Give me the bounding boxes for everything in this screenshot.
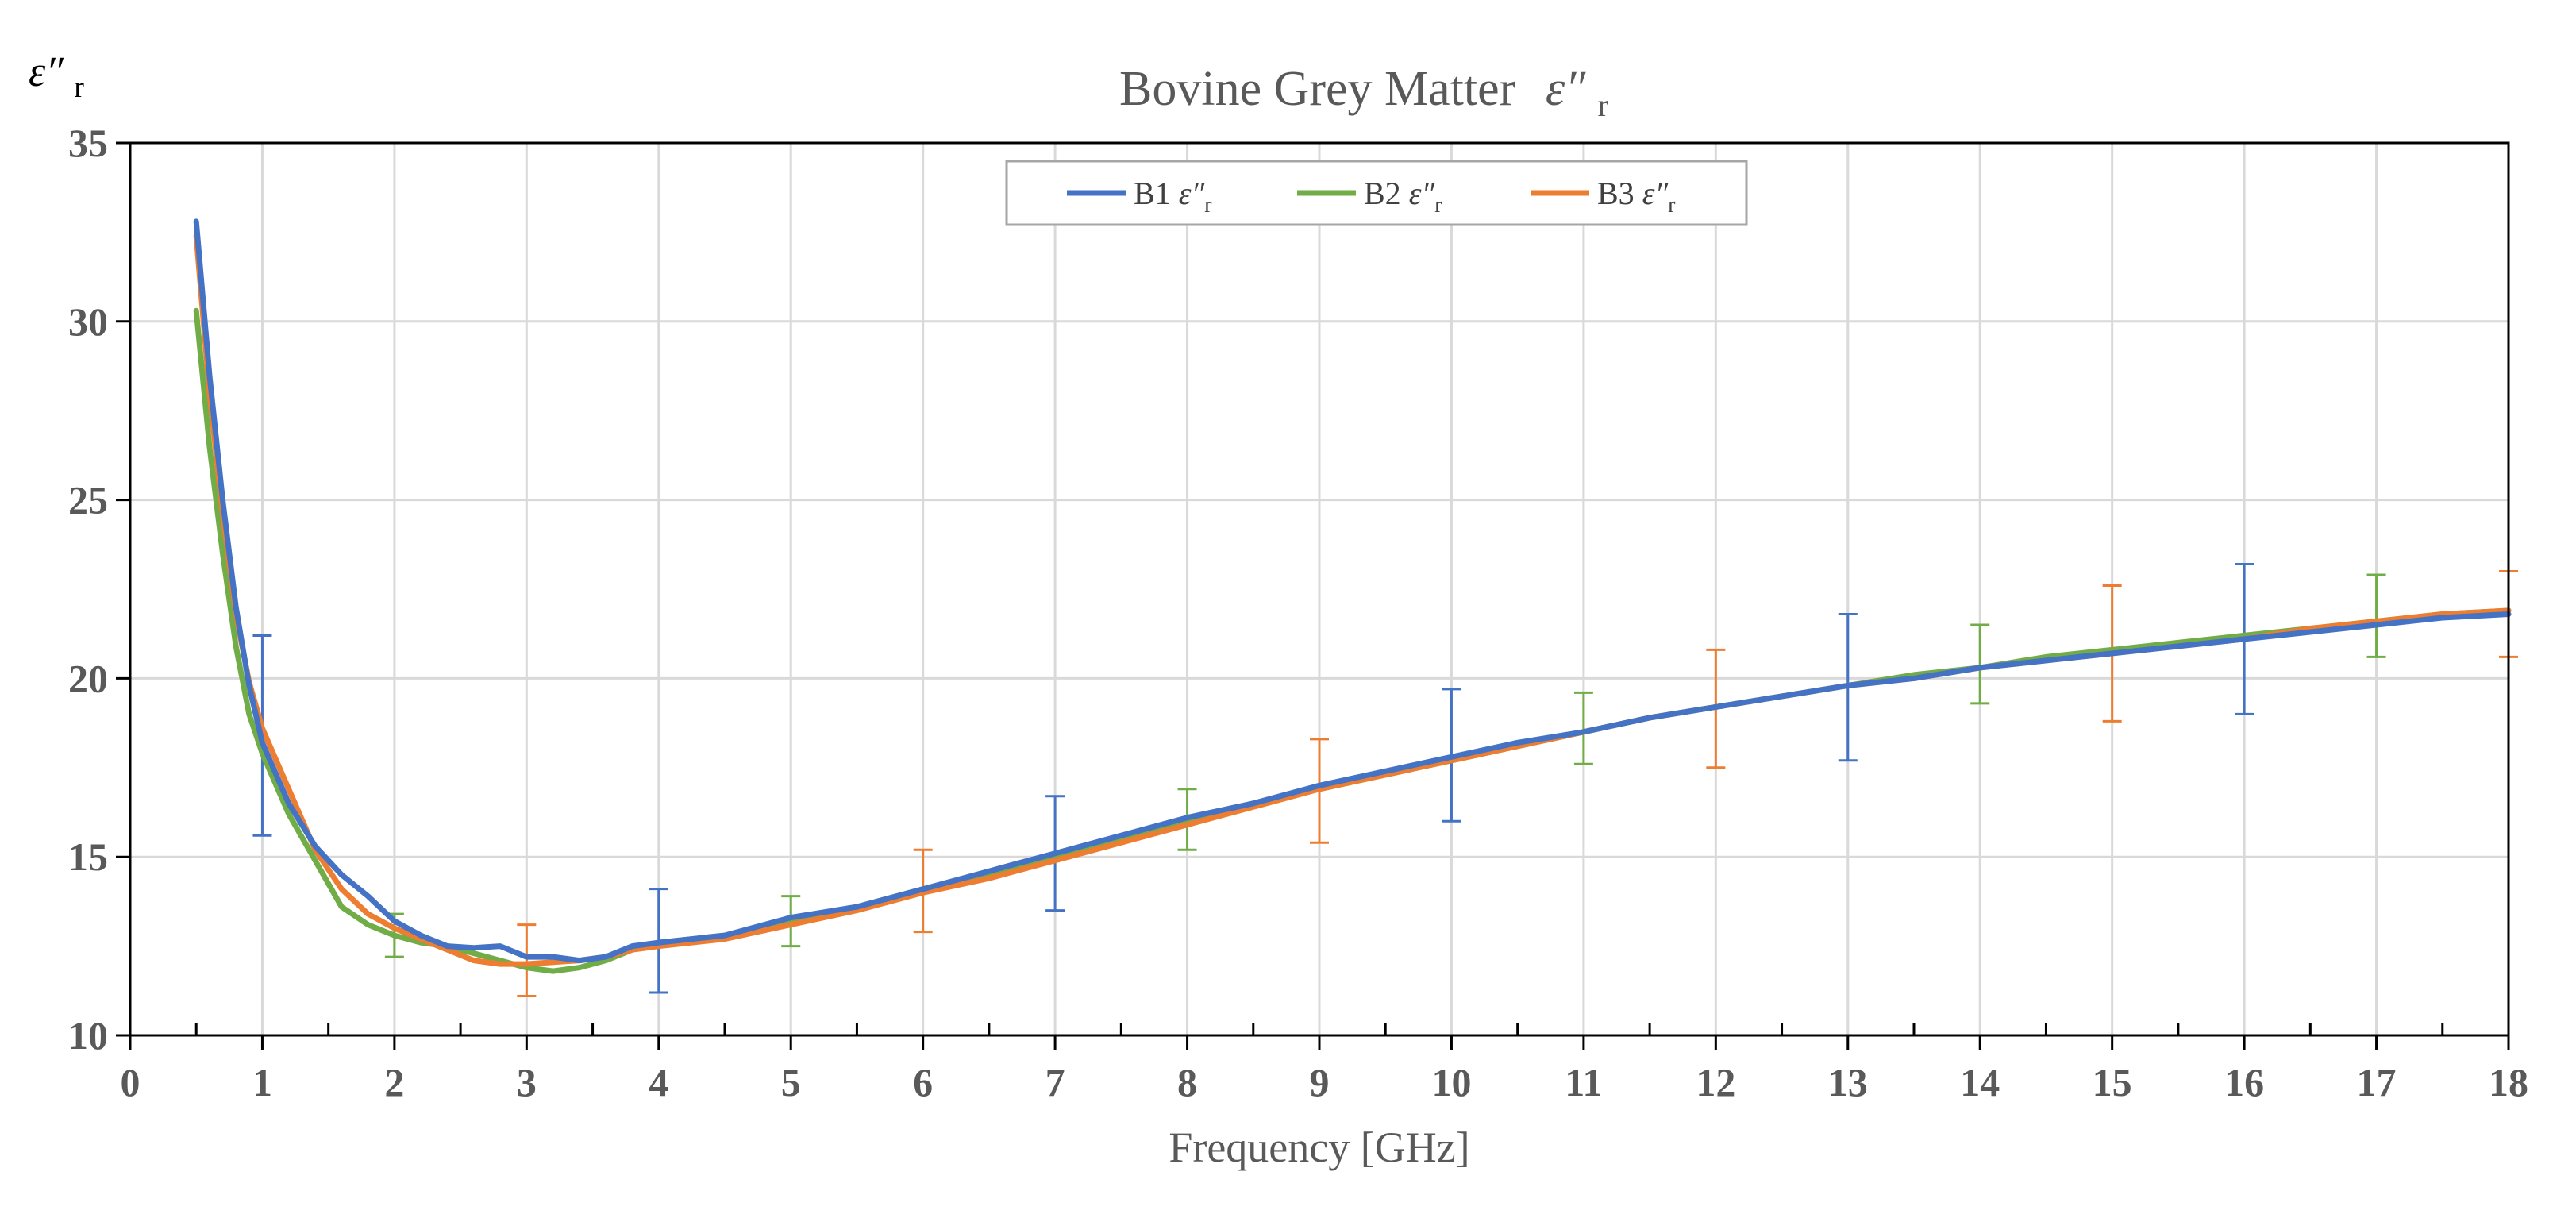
y-axis-subscript: r: [74, 71, 84, 104]
legend-label: B1 ε″r: [1134, 175, 1212, 218]
y-tick-label: 20: [68, 656, 108, 700]
chart-title-text: Bovine Grey Matter: [1119, 62, 1516, 116]
x-tick-label: 0: [121, 1060, 141, 1104]
x-tick-label: 13: [1828, 1060, 1868, 1104]
x-tick-label: 6: [913, 1060, 933, 1104]
legend-item-b3: B3 ε″r: [1531, 175, 1676, 218]
error-bar-b2: [1573, 691, 1593, 765]
chart-title-subscript: r: [1598, 87, 1608, 123]
y-axis-label: ε″ r: [29, 48, 84, 104]
x-tick-label: 16: [2224, 1060, 2264, 1104]
x-tick-label: 18: [2489, 1060, 2528, 1104]
x-axis-label: Frequency [GHz]: [1169, 1124, 1469, 1171]
legend-item-b1: B1 ε″r: [1067, 175, 1212, 218]
error-bar-b2: [1970, 623, 1990, 705]
axis-ticks: [116, 141, 2510, 1050]
y-tick-labels: 10 15 20 25 30 35: [68, 121, 108, 1058]
legend: B1 ε″r B2 ε″r B3 ε″r: [1005, 160, 1748, 226]
x-tick-label: 3: [517, 1060, 537, 1104]
legend-item-b2: B2 ε″r: [1297, 175, 1442, 218]
chart-title-symbol: ε″: [1546, 62, 1586, 116]
series-line-b1: [193, 218, 2512, 964]
x-tick-label: 1: [252, 1060, 272, 1104]
error-bar-b3: [517, 923, 537, 998]
x-tick-label: 9: [1310, 1060, 1330, 1104]
y-tick-label: 25: [68, 478, 108, 522]
y-tick-label: 15: [68, 834, 108, 879]
data-series: [193, 218, 2512, 974]
x-tick-label: 8: [1177, 1060, 1197, 1104]
y-tick-label: 35: [68, 121, 108, 165]
legend-box: [1005, 160, 1748, 226]
legend-items: B1 ε″r B2 ε″r B3 ε″r: [1067, 175, 1676, 218]
x-tick-label: 2: [384, 1060, 404, 1104]
y-axis-symbol: ε″: [29, 48, 64, 95]
y-tick-label: 30: [68, 299, 108, 344]
x-tick-labels: 0 1 2 3 4 5 6 7 8 9 10 11 12 13 14 15 16 17 18: [121, 1060, 2529, 1104]
x-tick-label: 5: [781, 1060, 801, 1104]
x-tick-label: 10: [1431, 1060, 1471, 1104]
legend-label: B3 ε″r: [1597, 175, 1676, 218]
x-tick-label: 4: [649, 1060, 668, 1104]
error-bar-b2: [2366, 573, 2386, 658]
x-tick-label: 14: [1960, 1060, 2000, 1104]
x-tick-label: 15: [2093, 1060, 2132, 1104]
x-tick-label: 12: [1696, 1060, 1735, 1104]
plot-border: [129, 141, 2510, 1037]
x-tick-label: 7: [1045, 1060, 1065, 1104]
legend-label: B2 ε″r: [1364, 175, 1442, 218]
chart-title: Bovine Grey Matter ε″ r: [1119, 62, 1608, 123]
x-tick-label: 11: [1565, 1060, 1602, 1104]
y-tick-label: 10: [68, 1013, 108, 1058]
x-tick-label: 17: [2357, 1060, 2397, 1104]
